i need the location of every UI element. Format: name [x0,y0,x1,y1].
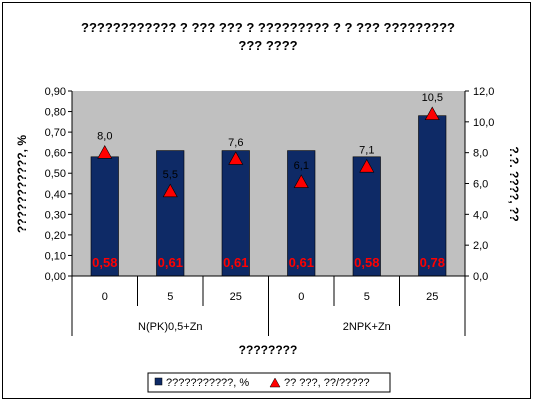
y-tick-label: 0,20 [45,230,66,242]
bar-data-label: 0,61 [223,255,248,270]
bar [90,156,119,277]
marker-data-label: 6,1 [294,160,309,172]
bar [418,115,447,277]
marker-point [97,145,113,159]
y2-tick-label: 12,0 [473,86,494,98]
x-group-label: 2NPK+Zn [343,321,391,333]
marker-data-label: 8,0 [97,131,112,143]
y2-axis-title: ?.?. ????, ?? [507,146,521,221]
marker-point [359,158,375,173]
x-tick-label: 5 [167,291,173,303]
marker-data-label: 7,1 [359,145,374,157]
marker-point [162,183,178,198]
x-tick-label: 25 [230,291,242,303]
x-tick-label: 0 [298,291,304,303]
plot-area [72,91,465,276]
bar-data-label: 0,58 [354,255,379,270]
y2-tick-label: 6,0 [473,179,488,191]
y-tick-label: 0,40 [45,189,66,201]
chart-title-line-1: ???????????? ? ??? ??? ? ????????? ? ? ?… [81,20,455,35]
x-group-label: N(PK)0,5+Zn [138,321,203,333]
marker-data-label: 7,6 [228,137,243,149]
y-axis-title: ???????????, % [15,135,29,233]
bar-data-label: 0,58 [92,255,117,270]
legend-bar-swatch [154,377,163,386]
chart-title-line-2: ??? ???? [238,38,297,53]
y2-tick-label: 0,0 [473,271,488,283]
y-tick-label: 0,00 [45,271,66,283]
bar [352,156,381,277]
bar-data-label: 0,61 [289,255,314,270]
bar [221,150,250,277]
y-tick-label: 0,50 [45,168,66,180]
x-tick-label: 0 [102,291,108,303]
y-tick-label: 0,10 [45,250,66,262]
legend: ???????????, % ?? ???, ??/????? [147,372,391,393]
bar [287,150,316,277]
legend-marker-label: ?? ???, ??/????? [284,377,370,389]
y-tick-label: 0,70 [45,127,66,139]
marker-point [228,151,244,165]
legend-box [147,372,391,393]
y2-tick-label: 8,0 [473,148,488,160]
y-tick-label: 0,80 [45,107,66,119]
y2-tick-label: 10,0 [473,117,494,129]
marker-data-label: 10,5 [422,92,443,104]
marker-point [424,106,440,121]
marker-point [293,174,309,188]
y2-tick-label: 4,0 [473,209,488,221]
x-tick-label: 5 [364,291,370,303]
legend-bar-label: ???????????, % [166,377,249,389]
bar-data-label: 0,61 [158,255,183,270]
y-tick-label: 0,90 [45,86,66,98]
y2-tick-label: 2,0 [473,240,488,252]
y-tick-label: 0,30 [45,209,66,221]
legend-marker-swatch [269,377,281,388]
bar-data-label: 0,78 [420,255,445,270]
x-tick-label: 25 [426,291,438,303]
bar [156,150,185,277]
x-axis-title: ???????? [239,343,298,357]
marker-data-label: 5,5 [163,169,178,181]
y-tick-label: 0,60 [45,148,66,160]
